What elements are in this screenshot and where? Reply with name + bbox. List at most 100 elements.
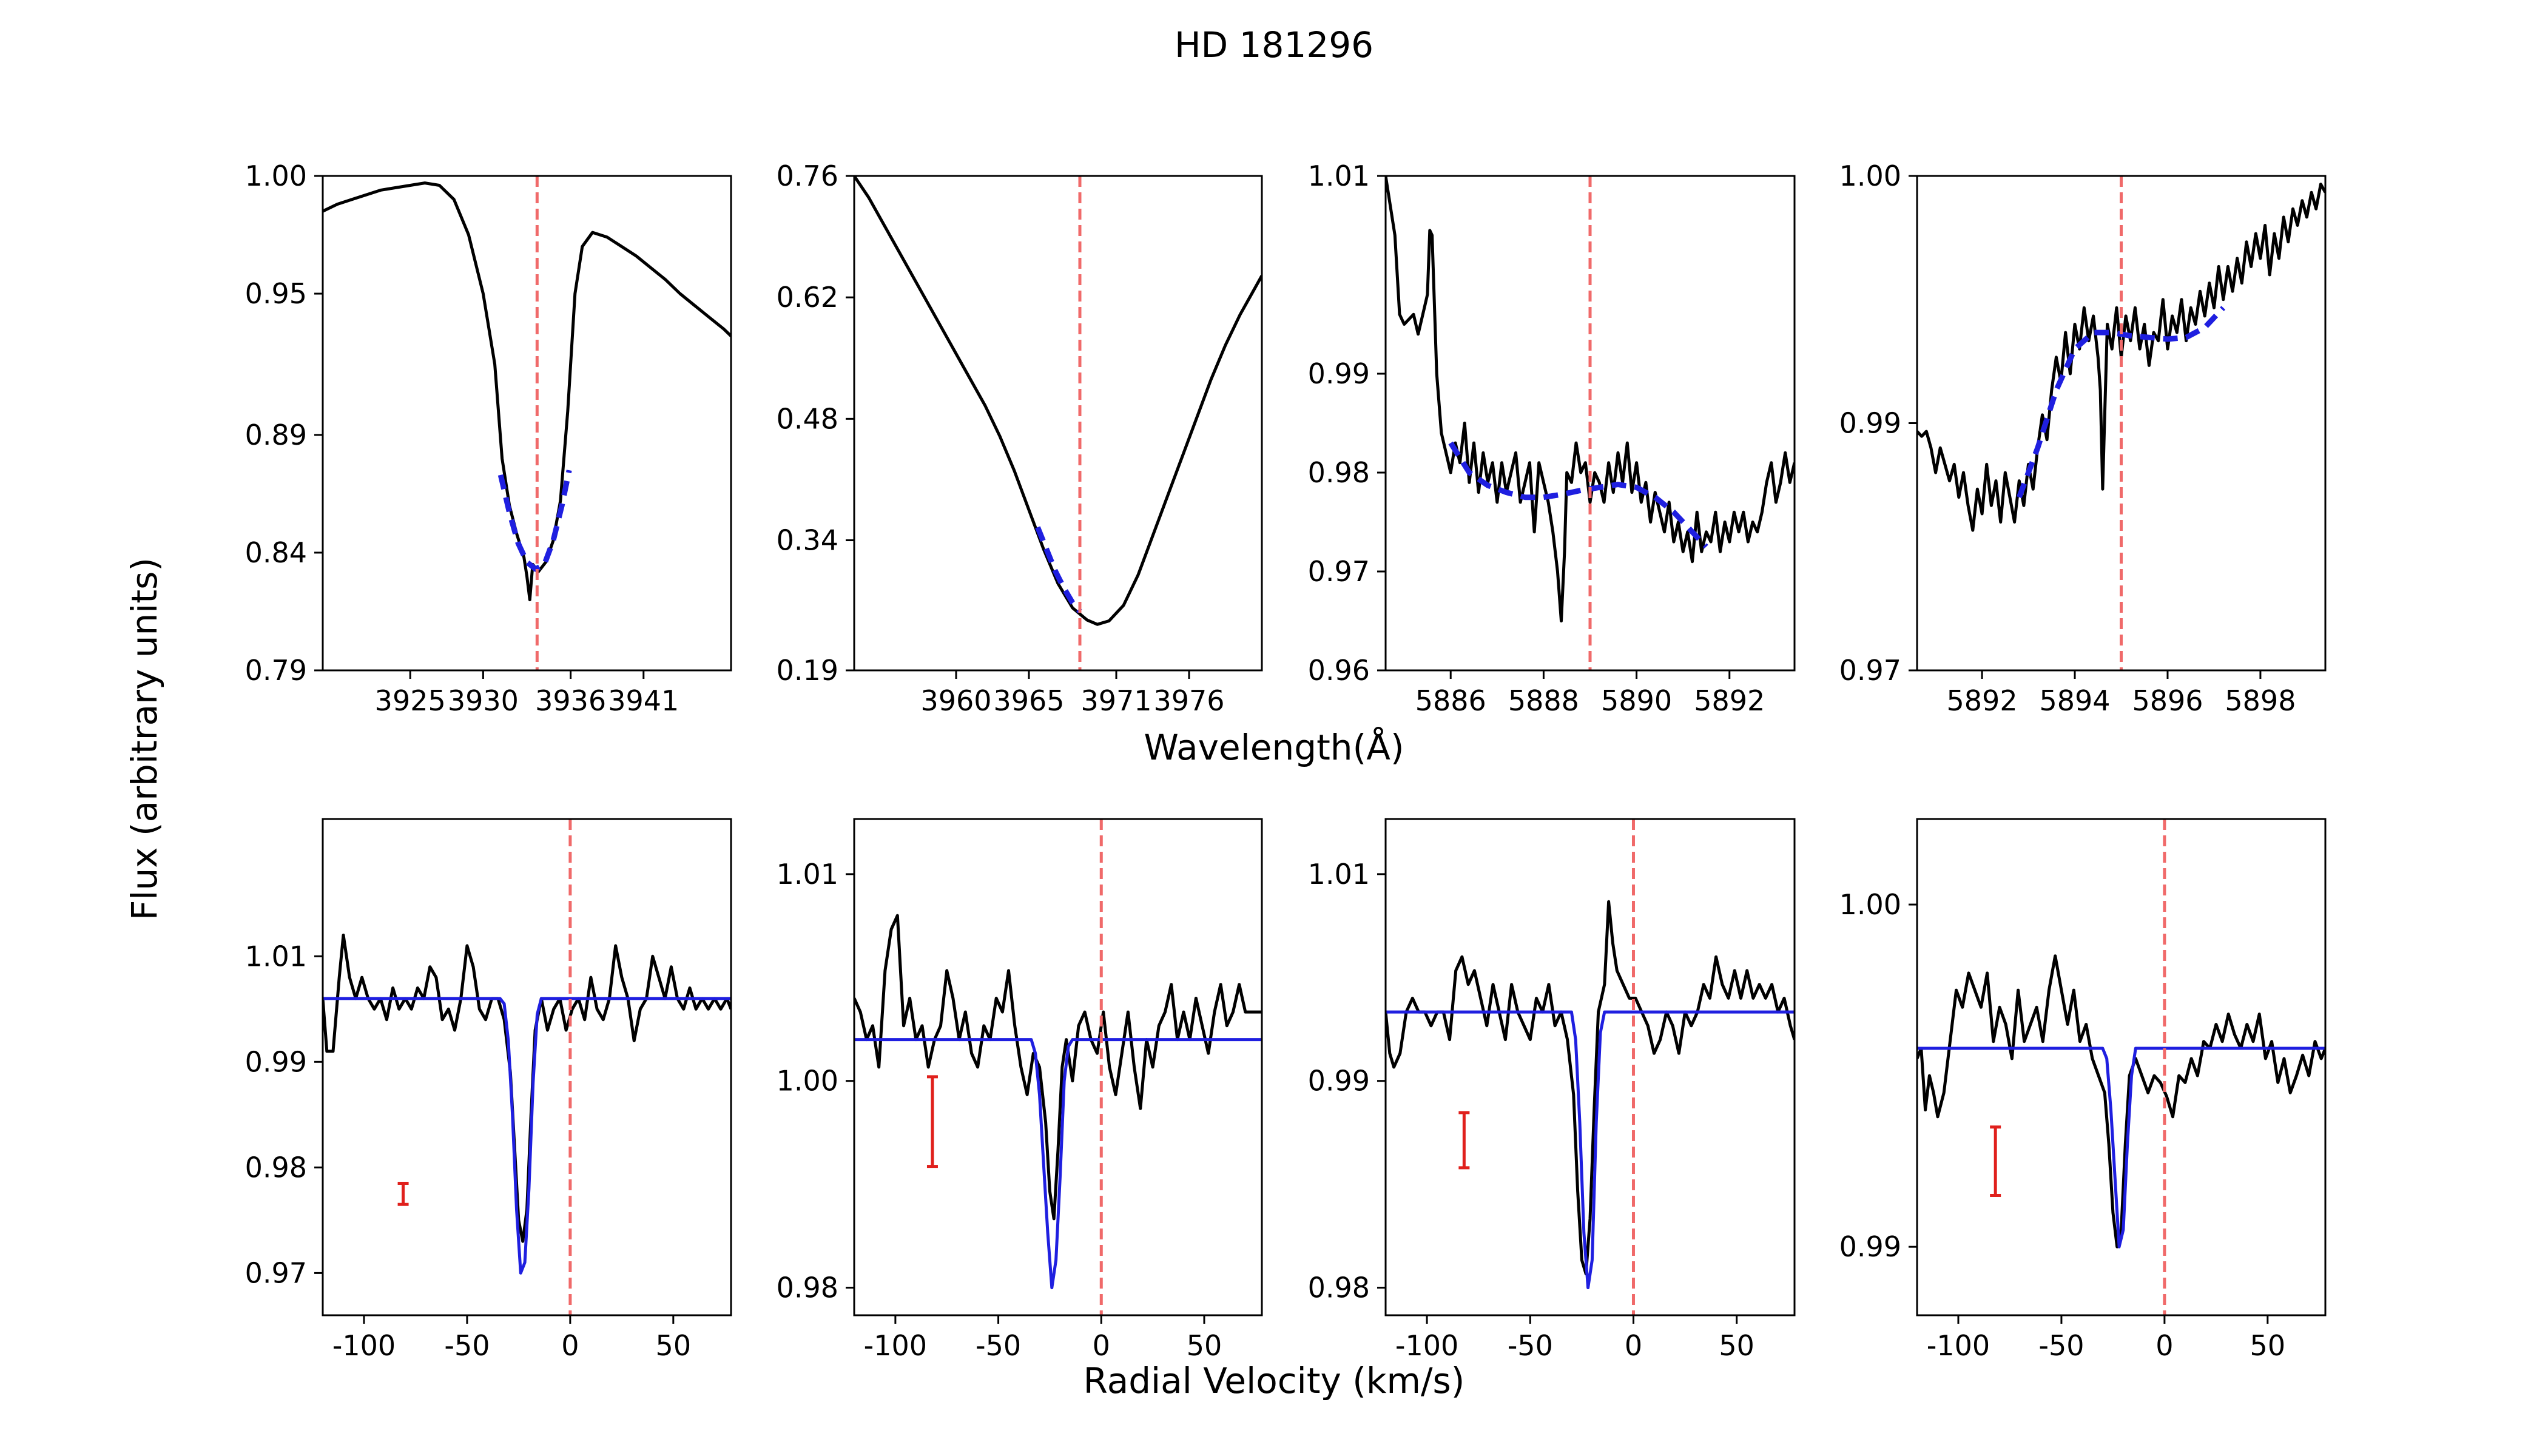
- y-tick-label: 0.99: [1839, 1230, 1901, 1263]
- x-tick-label: 0: [561, 1329, 579, 1362]
- panel-top-1: 3925 3930 3936 3941 0.79 0.84 0.89 0.95 1.00: [245, 160, 732, 717]
- axes-frame: [322, 175, 732, 672]
- panel-top-4: 5892 5894 5896 5898 0.97 0.99 1.00: [1839, 160, 2327, 717]
- y-tick-label: 0.48: [777, 402, 838, 435]
- panel-bottom-3: -100 -50 0 50 0.98 0.99 1.01: [1308, 818, 1796, 1362]
- x-tick-label: 3930: [448, 684, 519, 717]
- y-tick-label: 1.01: [245, 940, 307, 972]
- fit-line: [1917, 1046, 2325, 1249]
- x-tick-label: 50: [1719, 1329, 1754, 1362]
- figure-title: HD 181296: [1175, 24, 1373, 66]
- axes-frame: [1384, 818, 1796, 1316]
- panel-bottom-4: -100 -50 0 50 0.99 1.00: [1839, 818, 2327, 1362]
- y-tick-label: 0.96: [1308, 654, 1370, 687]
- error-bar: [926, 1075, 938, 1168]
- x-tick-label: 50: [656, 1329, 692, 1362]
- spectrum-line: [1386, 176, 1795, 622]
- x-tick-label: 5892: [1694, 684, 1765, 717]
- y-tick-label: 1.01: [1308, 858, 1370, 891]
- y-tick-label: 1.00: [777, 1065, 838, 1097]
- y-tick-label: 0.97: [245, 1256, 307, 1289]
- x-tick-label: 3965: [993, 684, 1064, 717]
- x-tick-label: 0: [1625, 1329, 1642, 1362]
- y-tick-label: 0.98: [1308, 1272, 1370, 1304]
- y-tick-label: 0.76: [777, 160, 838, 192]
- y-tick-label: 0.34: [777, 524, 838, 557]
- y-tick-label: 0.84: [245, 536, 307, 569]
- x-tick-label: 5890: [1601, 684, 1672, 717]
- x-tick-label: 5888: [1508, 684, 1579, 717]
- y-tick-label: 0.62: [777, 281, 838, 314]
- axes-frame: [322, 818, 732, 1316]
- x-tick-label: 3976: [1153, 684, 1224, 717]
- fit-dashed-line: [2017, 306, 2226, 499]
- panel-top-3: 5886 5888 5890 5892 0.96 0.97 0.98 0.99 1.01: [1308, 160, 1796, 717]
- y-tick-label: 0.99: [245, 1045, 307, 1078]
- axes-frame: [1916, 818, 2327, 1316]
- x-tick-label: 3971: [1080, 684, 1151, 717]
- spectrum-line: [854, 176, 1262, 626]
- spectrum-line: [323, 933, 731, 1243]
- y-tick-label: 0.89: [245, 419, 307, 451]
- y-tick-label: 0.98: [777, 1272, 838, 1304]
- top-x-axis-label: Wavelength(Å): [1144, 726, 1404, 768]
- x-tick-label: 3936: [535, 684, 606, 717]
- y-tick-label: 0.99: [1308, 1065, 1370, 1097]
- y-tick-label: 1.01: [1308, 160, 1370, 192]
- spectrum-line: [323, 181, 731, 602]
- x-tick-label: -100: [1395, 1329, 1458, 1362]
- panel-top-2: 3960 3965 3971 3976 0.19 0.34 0.48 0.62 0.76: [777, 160, 1263, 717]
- y-tick-label: 1.01: [777, 858, 838, 891]
- y-tick-label: 1.00: [245, 160, 307, 192]
- x-tick-label: -100: [1927, 1329, 1990, 1362]
- x-tick-label: -100: [864, 1329, 927, 1362]
- y-tick-label: 0.99: [1308, 357, 1370, 390]
- y-tick-label: 0.79: [245, 654, 307, 687]
- spectrum-line: [854, 914, 1262, 1221]
- fit-line: [323, 997, 731, 1275]
- y-tick-label: 0.99: [1839, 407, 1901, 440]
- y-tick-label: 1.00: [1839, 888, 1901, 921]
- x-tick-label: -100: [332, 1329, 396, 1362]
- y-tick-label: 1.00: [1839, 160, 1901, 192]
- fit-dashed-line: [1035, 526, 1082, 613]
- y-tick-label: 0.97: [1839, 654, 1901, 687]
- x-tick-label: 3941: [608, 684, 679, 717]
- spectrum-line: [1386, 900, 1795, 1276]
- error-bar: [1990, 1125, 2001, 1198]
- x-tick-label: -50: [1508, 1329, 1553, 1362]
- x-tick-label: 5886: [1415, 684, 1486, 717]
- x-tick-label: -50: [976, 1329, 1021, 1362]
- x-tick-label: -50: [444, 1329, 490, 1362]
- x-tick-label: 5892: [1947, 684, 2018, 717]
- fit-line: [854, 1038, 1262, 1290]
- x-tick-label: 50: [1187, 1329, 1222, 1362]
- x-tick-label: 50: [2250, 1329, 2286, 1362]
- axes-frame: [1384, 175, 1796, 672]
- shared-y-axis-label: Flux (arbitrary units): [124, 558, 165, 920]
- x-tick-label: -50: [2038, 1329, 2084, 1362]
- fit-line: [1386, 1010, 1795, 1290]
- bottom-x-axis-label: Radial Velocity (km/s): [1084, 1360, 1465, 1401]
- y-tick-label: 0.19: [777, 654, 838, 687]
- y-tick-label: 0.98: [1308, 456, 1370, 489]
- spectrum-line: [1917, 183, 2325, 532]
- y-tick-label: 0.97: [1308, 555, 1370, 588]
- y-tick-label: 0.98: [245, 1151, 307, 1184]
- error-bar: [397, 1181, 409, 1206]
- axes-frame: [853, 175, 1263, 672]
- x-tick-label: 3960: [920, 684, 991, 717]
- panel-bottom-1: -100 -50 0 50 0.97 0.98 0.99 1.01: [245, 818, 732, 1362]
- x-tick-label: 5894: [2039, 684, 2110, 717]
- x-tick-label: 3925: [375, 684, 446, 717]
- fit-dashed-line: [497, 470, 572, 572]
- spectrum-line: [1917, 954, 2325, 1249]
- y-tick-label: 0.95: [245, 277, 307, 310]
- panels-group: 3925 3930 3936 3941 0.79 0.84 0.89 0.95 1.00 3960…: [245, 160, 2327, 1362]
- panel-bottom-2: -100 -50 0 50 0.98 1.00 1.01: [777, 818, 1263, 1362]
- error-bar: [1458, 1111, 1470, 1170]
- x-tick-label: 5896: [2132, 684, 2203, 717]
- x-tick-label: 0: [2155, 1329, 2173, 1362]
- x-tick-label: 0: [1093, 1329, 1110, 1362]
